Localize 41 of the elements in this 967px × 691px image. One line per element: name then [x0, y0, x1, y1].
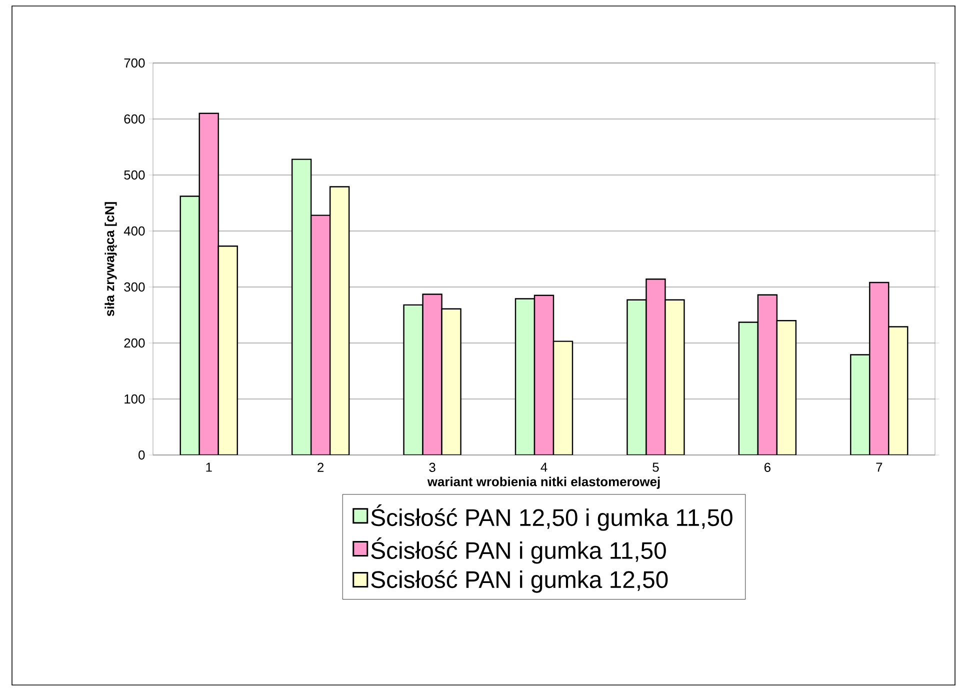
- bar: [514, 298, 536, 455]
- x-tick-label: 1: [206, 462, 212, 472]
- y-tick-label: 100: [124, 394, 145, 404]
- bar: [850, 354, 870, 455]
- y-tick-label: 0: [138, 450, 145, 460]
- y-tick-label: 200: [124, 338, 145, 348]
- legend-label: Ścisłość PAN 12,50 i gumka 11,50: [371, 504, 732, 531]
- y-axis-title: siła zrywająca [cN]: [104, 202, 117, 316]
- x-tick-label: 7: [876, 462, 882, 472]
- x-tick-label: 2: [318, 462, 324, 472]
- bar: [329, 186, 350, 455]
- bar: [198, 112, 219, 455]
- bar: [552, 340, 574, 455]
- bar: [534, 294, 554, 455]
- bar: [291, 158, 312, 455]
- x-axis-title: wariant wrobienia nitki elastomerowej: [427, 476, 660, 489]
- bar: [310, 214, 331, 455]
- bar: [626, 299, 647, 455]
- bar: [869, 282, 890, 455]
- bar: [180, 196, 200, 455]
- legend-label: Scisłość PAN i gumka 12,50: [371, 570, 668, 593]
- legend-label: Ścisłość PAN i gumka 11,50: [371, 537, 666, 564]
- bar: [738, 322, 759, 455]
- bar: [776, 320, 797, 455]
- x-tick-label: 5: [652, 462, 659, 472]
- bar: [441, 308, 462, 455]
- bar: [218, 246, 238, 455]
- x-tick-label: 3: [429, 462, 436, 472]
- y-tick-label: 400: [124, 226, 145, 236]
- y-tick-label: 500: [124, 170, 145, 180]
- bar: [422, 294, 442, 455]
- x-tick-label: 6: [764, 462, 770, 472]
- bar: [888, 326, 908, 455]
- bar: [646, 278, 666, 455]
- y-tick-label: 600: [124, 114, 145, 124]
- bar: [403, 304, 424, 455]
- y-tick-label: 700: [124, 58, 145, 68]
- y-tick-label: 300: [124, 282, 145, 292]
- bar: [664, 299, 685, 455]
- x-tick-label: 4: [540, 462, 548, 472]
- bar: [757, 294, 778, 455]
